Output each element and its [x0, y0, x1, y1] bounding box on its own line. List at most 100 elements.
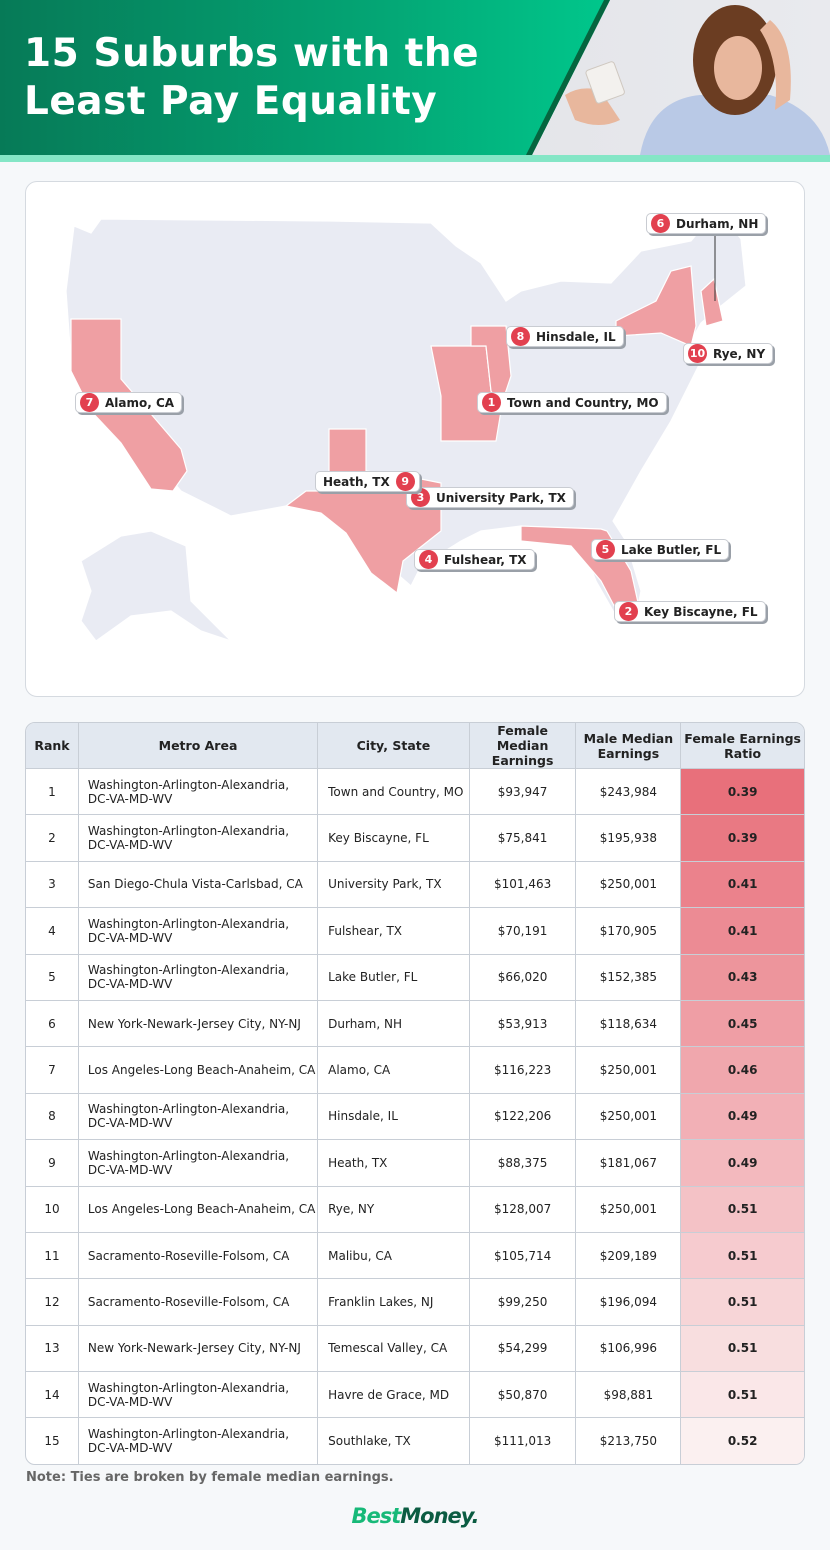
male-earnings-cell: $213,750	[576, 1417, 682, 1464]
city-state-cell: Malibu, CA	[318, 1231, 470, 1279]
map-pin-rank-2: 2 Key Biscayne, FL	[614, 601, 766, 622]
metro-area-cell: New York-Newark-Jersey City, NY-NJ	[78, 1324, 319, 1372]
ratio-cell: 0.51	[681, 1324, 804, 1372]
ratio-cell: 0.41	[681, 860, 804, 908]
rank-cell: 6	[26, 999, 79, 1047]
metro-area-cell: Los Angeles-Long Beach-Anaheim, CA	[78, 1185, 319, 1232]
pin-label: Rye, NY	[713, 346, 766, 361]
pin-label: Durham, NH	[676, 216, 759, 231]
metro-area-cell: Washington-Arlington-Alexandria, DC-VA-MD…	[78, 953, 319, 1000]
header-stripe	[0, 155, 830, 162]
female-earnings-cell: $116,223	[469, 1046, 577, 1093]
city-state-cell: Southlake, TX	[318, 1417, 470, 1464]
female-earnings-cell: $54,299	[469, 1324, 577, 1372]
map-pin-rank-9: Heath, TX 9	[315, 471, 420, 492]
column-header: Male Median Earnings	[576, 723, 682, 768]
footnote: Note: Ties are broken by female median e…	[26, 1470, 394, 1485]
rank-cell: 11	[26, 1231, 79, 1279]
state-nh	[700, 277, 724, 327]
female-earnings-cell: $128,007	[469, 1185, 577, 1232]
city-state-cell: Franklin Lakes, NJ	[318, 1278, 470, 1325]
rank-badge: 1	[482, 393, 501, 412]
city-state-cell: Town and Country, MO	[318, 768, 470, 815]
table-row: 6 New York-Newark-Jersey City, NY-NJ Durha…	[26, 999, 804, 1047]
city-state-cell: Lake Butler, FL	[318, 953, 470, 1000]
pin-label: Heath, TX	[323, 474, 390, 489]
pin-label: Key Biscayne, FL	[644, 604, 758, 619]
metro-area-cell: San Diego-Chula Vista-Carlsbad, CA	[78, 860, 319, 908]
male-earnings-cell: $118,634	[576, 999, 682, 1047]
female-earnings-cell: $105,714	[469, 1231, 577, 1279]
pin-label: Alamo, CA	[105, 395, 175, 410]
rank-cell: 1	[26, 768, 79, 815]
table-row: 5 Washington-Arlington-Alexandria, DC-VA-M…	[26, 953, 804, 1000]
male-earnings-cell: $195,938	[576, 814, 682, 861]
rank-cell: 9	[26, 1139, 79, 1186]
male-earnings-cell: $170,905	[576, 907, 682, 954]
metro-area-cell: Washington-Arlington-Alexandria, DC-VA-MD…	[78, 1092, 319, 1140]
rank-cell: 7	[26, 1046, 79, 1093]
metro-area-cell: Sacramento-Roseville-Folsom, CA	[78, 1278, 319, 1325]
table-row: 1 Washington-Arlington-Alexandria, DC-VA-M…	[26, 768, 804, 815]
city-state-cell: University Park, TX	[318, 860, 470, 908]
rank-badge: 9	[395, 472, 415, 491]
table-row: 12 Sacramento-Roseville-Folsom, CA Frankli…	[26, 1278, 804, 1325]
table-row: 4 Washington-Arlington-Alexandria, DC-VA-M…	[26, 907, 804, 954]
female-earnings-cell: $101,463	[469, 860, 577, 908]
map-pin-rank-8: 8 Hinsdale, IL	[506, 326, 624, 347]
table-row: 14 Washington-Arlington-Alexandria, DC-VA-…	[26, 1371, 804, 1418]
male-earnings-cell: $98,881	[576, 1371, 682, 1418]
table-row: 10 Los Angeles-Long Beach-Anaheim, CA Rye,…	[26, 1185, 804, 1232]
city-state-cell: Durham, NH	[318, 999, 470, 1047]
male-earnings-cell: $243,984	[576, 768, 682, 815]
rank-cell: 4	[26, 907, 79, 954]
ratio-cell: 0.51	[681, 1185, 804, 1232]
rankings-table: Rank Metro Area City, State Female Median E…	[25, 722, 805, 1465]
rank-cell: 3	[26, 860, 79, 908]
male-earnings-cell: $181,067	[576, 1139, 682, 1186]
ratio-cell: 0.52	[681, 1417, 804, 1464]
rank-badge: 5	[596, 540, 615, 559]
rank-cell: 10	[26, 1185, 79, 1232]
city-state-cell: Key Biscayne, FL	[318, 814, 470, 861]
pin-label: Lake Butler, FL	[621, 542, 722, 557]
city-state-cell: Heath, TX	[318, 1139, 470, 1186]
metro-area-cell: Washington-Arlington-Alexandria, DC-VA-MD…	[78, 907, 319, 954]
bestmoney-logo: BestMoney.	[351, 1504, 479, 1528]
male-earnings-cell: $250,001	[576, 1092, 682, 1140]
metro-area-cell: Washington-Arlington-Alexandria, DC-VA-MD…	[78, 1417, 319, 1464]
woman-photo-illustration	[565, 5, 830, 155]
us-outline	[65, 212, 747, 642]
page-title: 15 Suburbs with the Least Pay Equality	[24, 31, 480, 124]
metro-area-cell: Sacramento-Roseville-Folsom, CA	[78, 1231, 319, 1279]
female-earnings-cell: $50,870	[469, 1371, 577, 1418]
ratio-cell: 0.49	[681, 1139, 804, 1186]
metro-area-cell: Washington-Arlington-Alexandria, DC-VA-MD…	[78, 814, 319, 861]
ratio-cell: 0.39	[681, 814, 804, 861]
rank-cell: 8	[26, 1092, 79, 1140]
table-header-row: Rank Metro Area City, State Female Median E…	[26, 723, 804, 768]
rank-badge: 4	[419, 550, 438, 569]
female-earnings-cell: $111,013	[469, 1417, 577, 1464]
ratio-cell: 0.49	[681, 1092, 804, 1140]
rank-cell: 2	[26, 814, 79, 861]
city-state-cell: Fulshear, TX	[318, 907, 470, 954]
header-banner: 15 Suburbs with the Least Pay Equality	[0, 0, 830, 155]
ratio-cell: 0.39	[681, 768, 804, 815]
map-pin-rank-1: 1 Town and Country, MO	[477, 392, 667, 413]
header-photo	[532, 0, 830, 155]
female-earnings-cell: $53,913	[469, 999, 577, 1047]
table-row: 7 Los Angeles-Long Beach-Anaheim, CA Alamo…	[26, 1046, 804, 1093]
table-row: 15 Washington-Arlington-Alexandria, DC-VA-…	[26, 1417, 804, 1464]
column-header: Female Earnings Ratio	[681, 723, 804, 768]
pin-label: Fulshear, TX	[444, 552, 527, 567]
rank-badge: 6	[651, 214, 670, 233]
rank-cell: 14	[26, 1371, 79, 1418]
table-row: 9 Washington-Arlington-Alexandria, DC-VA-M…	[26, 1139, 804, 1186]
map-pin-rank-10: 10 Rye, NY	[683, 343, 774, 364]
male-earnings-cell: $250,001	[576, 1046, 682, 1093]
female-earnings-cell: $93,947	[469, 768, 577, 815]
metro-area-cell: New York-Newark-Jersey City, NY-NJ	[78, 999, 319, 1047]
metro-area-cell: Washington-Arlington-Alexandria, DC-VA-MD…	[78, 768, 319, 815]
metro-area-cell: Washington-Arlington-Alexandria, DC-VA-MD…	[78, 1371, 319, 1418]
